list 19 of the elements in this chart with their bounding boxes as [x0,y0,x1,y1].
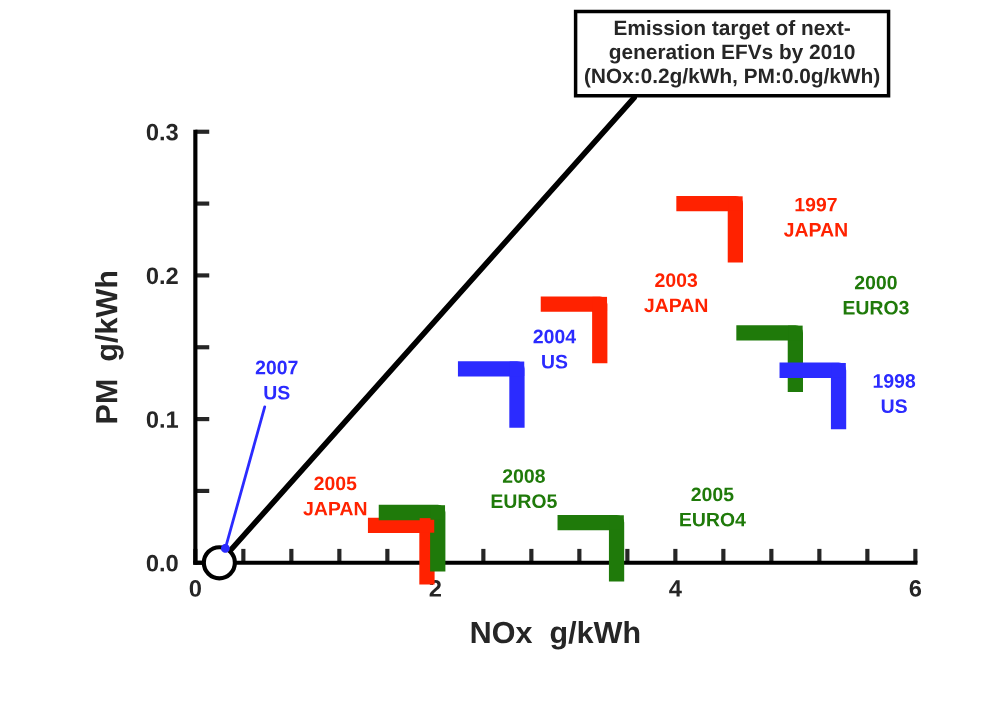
y-tick-label: 0.2 [146,267,178,285]
x-tick-label: 6 [909,580,922,597]
x-axis-title: NOx g/kWh [471,620,640,650]
series-label: 2003 JAPAN [644,273,708,313]
y-tick-label: 0.0 [146,554,178,572]
y-tick-label: 0.1 [146,411,179,428]
text: 1997 JAPAN [783,197,847,237]
series-label: 1998 US [873,374,916,414]
text: 2005 JAPAN [303,476,367,516]
text: 2008 EURO5 [491,469,557,509]
text: 2007 US [255,360,298,400]
text: 2000 EURO3 [843,275,909,315]
text: 2005 EURO4 [680,487,746,527]
annotation: Emission target of next- generation EFVs by 2010 (NOx:0.2g/kWh, PM:0.0g/kWh) [584,19,880,88]
x-tick-label: 4 [669,580,682,597]
y-axis-title: PM g/kWh [95,271,124,423]
y-tick-label: 0.3 [146,123,178,141]
x-tick-label: 0 [189,580,201,597]
series-label: 2004 US [533,329,576,369]
